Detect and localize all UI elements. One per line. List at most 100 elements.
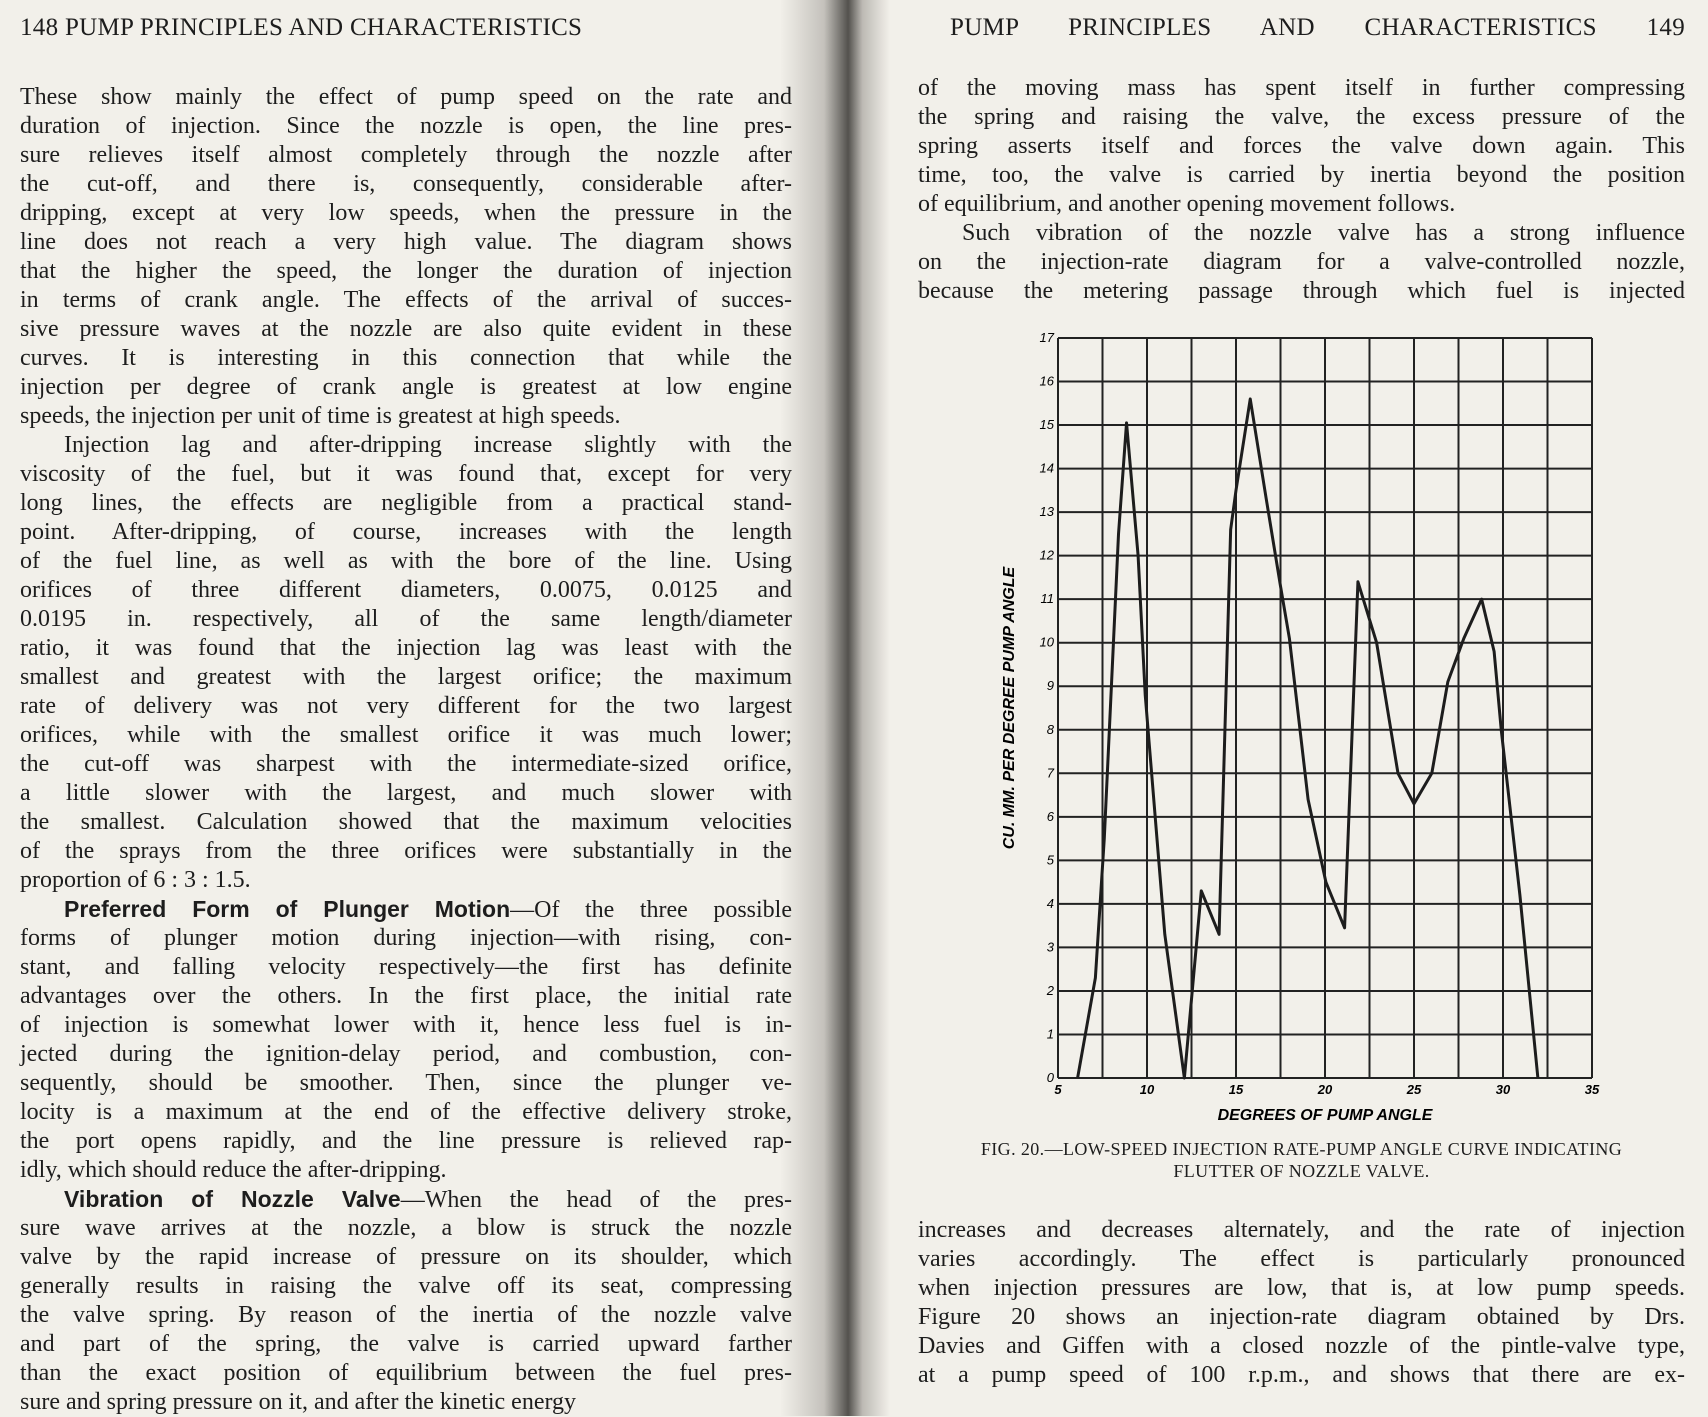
text-line: point. After-dripping, of course, increa… (20, 519, 792, 545)
text-line: spring asserts itself and forces the val… (918, 133, 1685, 159)
text-line: of the sprays from the three orifices we… (20, 838, 792, 864)
y-tick-label: 4 (1047, 896, 1054, 911)
text-line: 0.0195 in. respectively, all of the same… (20, 606, 792, 632)
text-line: rate of delivery was not very different … (20, 693, 792, 719)
section-heading: Vibration of Nozzle Valve (64, 1186, 401, 1212)
text-line: Figure 20 shows an injection-rate diagra… (918, 1304, 1685, 1330)
text-line: of the moving mass has spent itself in f… (918, 75, 1685, 101)
text-line: than the exact position of equilibrium b… (20, 1360, 792, 1386)
text-line: line does not reach a very high value. T… (20, 229, 792, 255)
text-line: sure relieves itself almost completely t… (20, 142, 792, 168)
text-line: the port opens rapidly, and the line pre… (20, 1128, 792, 1154)
text-line: locity is a maximum at the end of the ef… (20, 1099, 792, 1125)
text-line: the smallest. Calculation showed that th… (20, 809, 792, 835)
text-line: increases and decreases alternately, and… (918, 1217, 1685, 1243)
x-tick-label: 20 (1317, 1082, 1333, 1097)
y-tick-label: 5 (1047, 852, 1055, 867)
page-gutter-shadow (780, 0, 890, 1416)
text-line: stant, and falling velocity respectively… (20, 954, 792, 980)
y-tick-label: 16 (1040, 374, 1055, 389)
figure-caption: FIG. 20.—LOW-SPEED INJECTION RATE-PUMP A… (918, 1138, 1685, 1182)
text-line: duration of injection. Since the nozzle … (20, 113, 792, 139)
text-line: These show mainly the effect of pump spe… (20, 84, 792, 110)
text-line: valve by the rapid increase of pressure … (20, 1244, 792, 1270)
text-line: dripping, except at very low speeds, whe… (20, 200, 792, 226)
text-line: speeds, the injection per unit of time i… (20, 403, 621, 429)
text-line: of the fuel line, as well as with the bo… (20, 548, 792, 574)
text-line: in terms of crank angle. The effects of … (20, 287, 792, 313)
y-tick-label: 9 (1047, 678, 1054, 693)
text-line: when injection pressures are low, that i… (918, 1275, 1685, 1301)
caption-line-2: FLUTTER OF NOZZLE VALVE. (1173, 1161, 1430, 1181)
right-page-body-bottom: increases and decreases alternately, and… (918, 1216, 1685, 1390)
x-tick-label: 35 (1585, 1082, 1600, 1097)
text-line: jected during the ignition-delay period,… (20, 1041, 792, 1067)
text-line: on the injection-rate diagram for a valv… (918, 249, 1685, 275)
text-line: sequently, should be smoother. Then, sin… (20, 1070, 792, 1096)
section-heading-rest: —Of the three possible (510, 897, 792, 923)
text-line: forms of plunger motion during injection… (20, 925, 792, 951)
text-line: smallest and greatest with the largest o… (20, 664, 792, 690)
right-page-header: PUMP PRINCIPLES AND CHARACTERISTICS 149 (950, 14, 1685, 41)
text-line: and part of the spring, the valve is car… (20, 1331, 792, 1357)
text-line: Preferred Form of Plunger Motion—Of the … (20, 895, 792, 924)
section-heading: Preferred Form of Plunger Motion (64, 896, 511, 922)
x-tick-label: 30 (1496, 1082, 1511, 1097)
y-tick-label: 8 (1047, 722, 1055, 737)
text-line: Vibration of Nozzle Valve—When the head … (20, 1185, 792, 1214)
text-line: a little slower with the largest, and mu… (20, 780, 792, 806)
y-tick-label: 1 (1047, 1026, 1054, 1041)
text-line: Such vibration of the nozzle valve has a… (962, 220, 1685, 246)
y-tick-label: 10 (1040, 635, 1055, 650)
y-tick-label: 6 (1047, 809, 1055, 824)
left-page-body: These show mainly the effect of pump spe… (20, 83, 792, 1417)
y-tick-label: 3 (1047, 939, 1055, 954)
y-axis-label: CU. MM. PER DEGREE PUMP ANGLE (1001, 565, 1018, 849)
text-line: at a pump speed of 100 r.p.m., and shows… (918, 1362, 1685, 1388)
y-tick-label: 7 (1047, 765, 1055, 780)
text-line: injection per degree of crank angle is g… (20, 374, 792, 400)
x-axis-label: DEGREES OF PUMP ANGLE (1218, 1107, 1434, 1124)
section-heading-rest: —When the head of the pres- (400, 1187, 793, 1213)
text-line: orifices, while with the smallest orific… (20, 722, 792, 748)
text-line: proportion of 6 : 3 : 1.5. (20, 867, 251, 893)
text-line: of equilibrium, and another opening move… (918, 191, 1456, 217)
y-tick-label: 0 (1047, 1070, 1055, 1085)
text-line: long lines, the effects are negligible f… (20, 490, 792, 516)
caption-line-1: FIG. 20.—LOW-SPEED INJECTION RATE-PUMP A… (980, 1139, 1623, 1159)
text-line: orifices of three different diameters, 0… (20, 577, 792, 603)
text-line: ratio, it was found that the injection l… (20, 635, 792, 661)
text-line: that the higher the speed, the longer th… (20, 258, 792, 284)
right-page-body-top: of the moving mass has spent itself in f… (918, 74, 1685, 306)
text-line: sure wave arrives at the nozzle, a blow … (20, 1215, 792, 1241)
text-line: the spring and raising the valve, the ex… (918, 104, 1685, 130)
text-line: viscosity of the fuel, but it was found … (20, 461, 792, 487)
text-line: generally results in raising the valve o… (20, 1273, 792, 1299)
y-tick-label: 12 (1040, 548, 1055, 563)
text-line: the cut-off was sharpest with the interm… (20, 751, 792, 777)
text-line: sure and spring pressure on it, and afte… (20, 1389, 577, 1415)
text-line: because the metering passage through whi… (918, 278, 1685, 304)
x-tick-label: 10 (1140, 1082, 1155, 1097)
text-line: time, too, the valve is carried by inert… (918, 162, 1685, 188)
x-tick-label: 5 (1054, 1082, 1062, 1097)
text-line: Davies and Giffen with a closed nozzle o… (918, 1333, 1685, 1359)
x-tick-label: 15 (1229, 1082, 1244, 1097)
text-line: the cut-off, and there is, consequently,… (20, 171, 792, 197)
y-tick-label: 17 (1040, 330, 1055, 345)
y-tick-label: 14 (1040, 461, 1054, 476)
text-line: Injection lag and after-dripping increas… (64, 432, 792, 458)
text-line: the valve spring. By reason of the inert… (20, 1302, 792, 1328)
x-tick-label: 25 (1406, 1082, 1422, 1097)
text-line: curves. It is interesting in this connec… (20, 345, 792, 371)
text-line: idly, which should reduce the after-drip… (20, 1157, 447, 1183)
text-line: of injection is somewhat lower with it, … (20, 1012, 792, 1038)
left-page-header: 148 PUMP PRINCIPLES AND CHARACTERISTICS (20, 14, 583, 41)
y-tick-label: 11 (1041, 591, 1055, 606)
text-line: varies accordingly. The effect is partic… (918, 1246, 1685, 1272)
text-line: sive pressure waves at the nozzle are al… (20, 316, 792, 342)
y-tick-label: 2 (1046, 983, 1055, 998)
y-tick-label: 13 (1040, 504, 1055, 519)
y-tick-label: 15 (1040, 417, 1055, 432)
